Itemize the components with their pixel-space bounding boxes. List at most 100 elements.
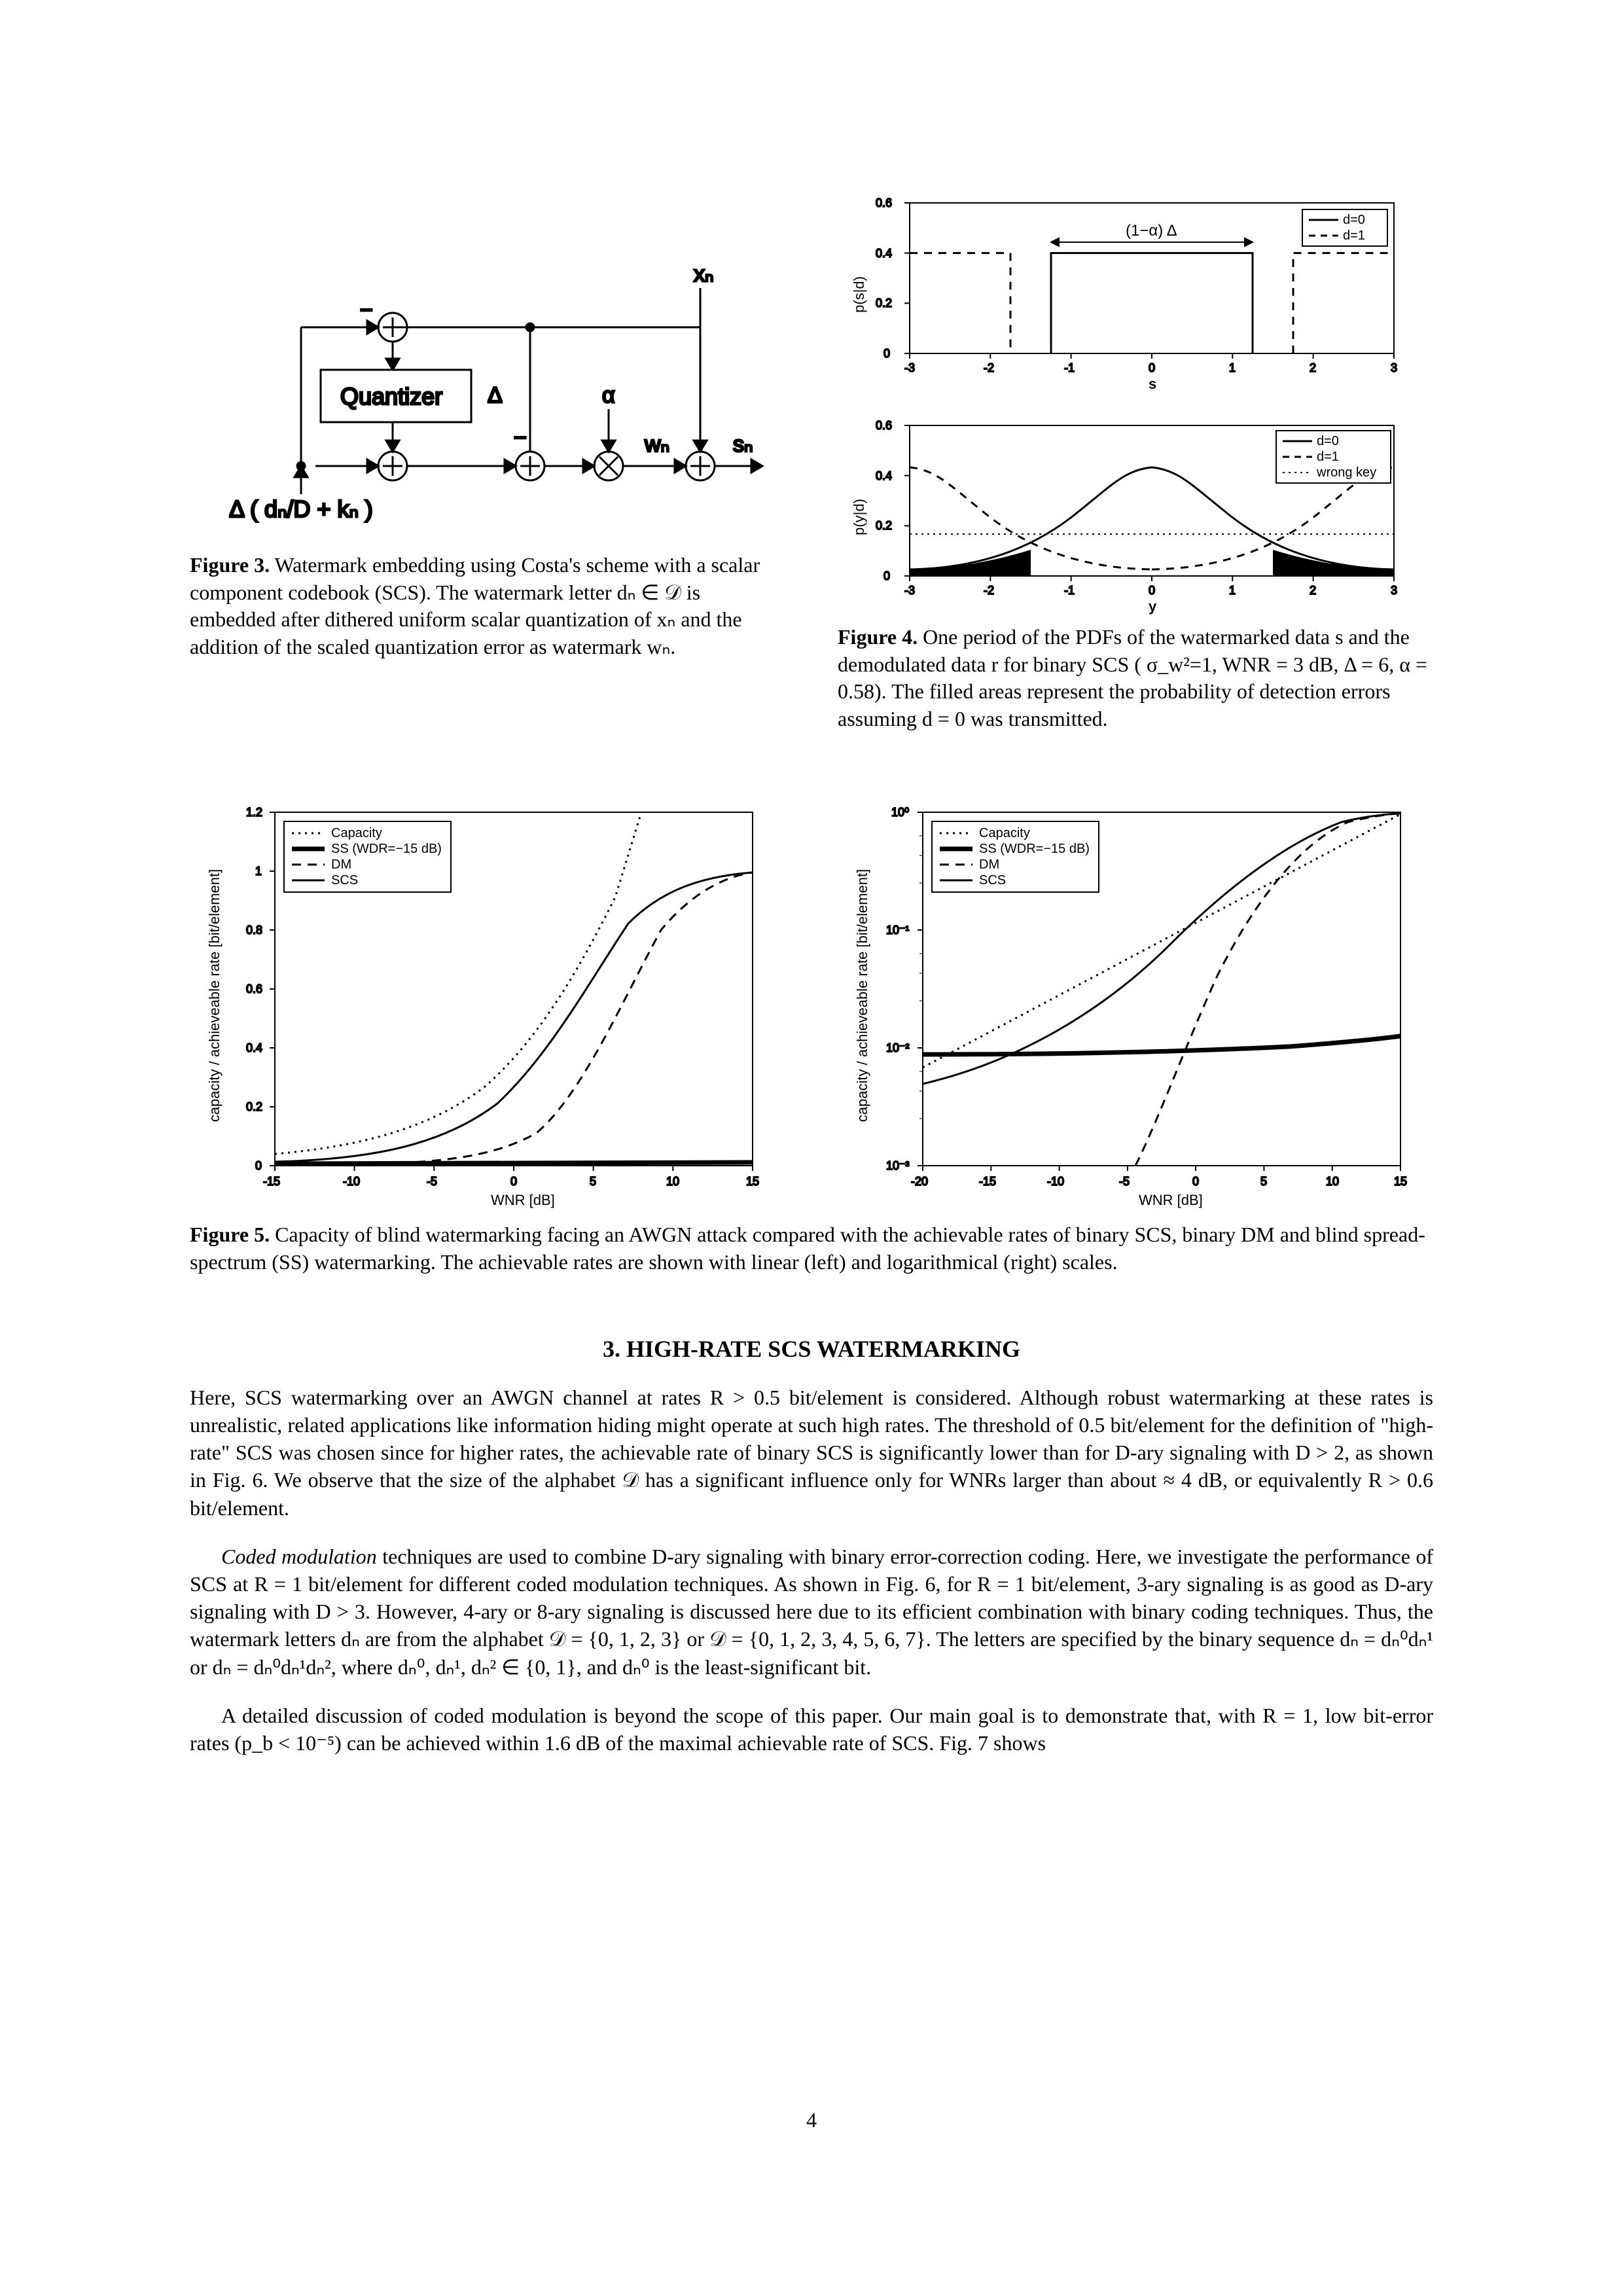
svg-text:-3: -3 <box>904 361 915 374</box>
svg-text:15: 15 <box>1394 1175 1407 1188</box>
fig4-legend-d1-a: d=1 <box>1343 228 1365 243</box>
svg-text:10⁻²: 10⁻² <box>886 1041 910 1054</box>
figure-3-caption-label: Figure 3. <box>190 553 270 577</box>
fig4-legend-d1-b: d=1 <box>1317 450 1339 464</box>
fig4-legend-wrong: wrong key <box>1316 465 1376 480</box>
label-alpha: α <box>602 383 615 408</box>
figure-5-caption-text: Capacity of blind watermarking facing an… <box>190 1223 1425 1274</box>
section-3-p2: Coded modulation techniques are used to … <box>190 1543 1433 1681</box>
fig5-right-ylabel: capacity / achieveable rate [bit/element… <box>854 869 870 1122</box>
svg-text:1.2: 1.2 <box>246 806 262 819</box>
figure-4-caption: Figure 4. One period of the PDFs of the … <box>838 624 1433 732</box>
figure-3-diagram: xₙ − Quantizer Δ <box>190 255 779 543</box>
svg-text:0: 0 <box>1149 584 1155 597</box>
fig5-leg-dm-l: DM <box>331 857 351 872</box>
svg-text:1: 1 <box>255 865 262 878</box>
svg-text:5: 5 <box>1260 1175 1267 1188</box>
svg-text:0.6: 0.6 <box>876 419 892 432</box>
figure-3-caption-text: Watermark embedding using Costa's scheme… <box>190 553 760 658</box>
svg-text:0.4: 0.4 <box>246 1041 262 1054</box>
svg-text:-1: -1 <box>1064 584 1075 597</box>
row-figs-3-4: xₙ − Quantizer Δ <box>190 183 1433 753</box>
svg-text:0.6: 0.6 <box>246 982 262 996</box>
svg-text:0.8: 0.8 <box>246 924 262 937</box>
fig5-left-xlabel: WNR [dB] <box>491 1192 555 1208</box>
svg-text:-1: -1 <box>1064 361 1075 374</box>
svg-text:-15: -15 <box>263 1175 280 1188</box>
svg-text:2: 2 <box>1310 584 1316 597</box>
svg-text:0: 0 <box>255 1159 262 1172</box>
figure-4-caption-label: Figure 4. <box>838 625 918 649</box>
fig5-leg-scs-l: SCS <box>331 873 358 888</box>
svg-text:-2: -2 <box>984 584 994 597</box>
svg-text:0: 0 <box>883 569 890 583</box>
svg-text:-15: -15 <box>979 1175 996 1188</box>
label-minus-2: − <box>514 425 527 450</box>
svg-text:10: 10 <box>1326 1175 1339 1188</box>
row-fig5: -15 -10 -5 0 5 10 15 0 0.2 0.4 0.6 <box>190 793 1433 1215</box>
fig4-legend-d0-a: d=0 <box>1343 213 1365 227</box>
svg-text:0: 0 <box>883 347 890 360</box>
figure-3-caption: Figure 3. Watermark embedding using Cost… <box>190 552 785 660</box>
svg-text:-5: -5 <box>1119 1175 1130 1188</box>
svg-text:10: 10 <box>666 1175 679 1188</box>
figure-4-column: -3 -2 -1 0 1 2 3 0 0.2 0.4 0.6 <box>838 183 1433 753</box>
fig5-left-ylabel: capacity / achieveable rate [bit/element… <box>206 869 223 1122</box>
figure-5-left-chart: -15 -10 -5 0 5 10 15 0 0.2 0.4 0.6 <box>190 793 779 1211</box>
svg-text:0: 0 <box>1192 1175 1199 1188</box>
label-sn: sₙ <box>733 432 753 457</box>
section-3-p3: A detailed discussion of coded modulatio… <box>190 1702 1433 1757</box>
svg-text:2: 2 <box>1310 361 1316 374</box>
fig5-leg-cap-l: Capacity <box>331 826 382 840</box>
fig5-leg-cap-r: Capacity <box>979 826 1030 840</box>
svg-text:0.2: 0.2 <box>876 296 892 310</box>
label-minus-top: − <box>360 298 373 323</box>
svg-text:3: 3 <box>1391 584 1397 597</box>
figure-4-caption-text: One period of the PDFs of the watermarke… <box>838 625 1427 730</box>
fig4-annotation: (1−α) Δ <box>1126 222 1177 240</box>
figure-5-left: -15 -10 -5 0 5 10 15 0 0.2 0.4 0.6 <box>190 793 785 1215</box>
fig5-leg-ss-l: SS (WDR=−15 dB) <box>331 842 442 856</box>
fig4-top-xlabel: s <box>1149 376 1156 392</box>
svg-text:10⁻³: 10⁻³ <box>886 1159 910 1172</box>
svg-text:0.4: 0.4 <box>876 247 892 260</box>
fig5-leg-scs-r: SCS <box>979 873 1006 888</box>
label-bottom: Δ ( dₙ/D + kₙ ) <box>229 495 373 522</box>
svg-text:-10: -10 <box>1047 1175 1064 1188</box>
label-wn: wₙ <box>644 432 669 457</box>
svg-text:1: 1 <box>1229 584 1236 597</box>
svg-text:-2: -2 <box>984 361 994 374</box>
svg-text:0.2: 0.2 <box>876 519 892 532</box>
fig4-bot-ylabel: p(y|d) <box>851 499 867 535</box>
svg-text:10⁰: 10⁰ <box>891 806 909 819</box>
svg-text:-20: -20 <box>911 1175 928 1188</box>
fig5-right-xlabel: WNR [dB] <box>1139 1192 1203 1208</box>
figure-5-right: -20 -15 -10 -5 0 5 10 15 10⁻³ 10⁻² 10⁻¹ <box>838 793 1433 1215</box>
svg-text:0.2: 0.2 <box>246 1100 262 1113</box>
svg-text:-10: -10 <box>343 1175 360 1188</box>
fig4-legend-d0-b: d=0 <box>1317 434 1339 448</box>
figure-5-caption-label: Figure 5. <box>190 1223 270 1246</box>
svg-text:0: 0 <box>510 1175 517 1188</box>
figure-5-caption: Figure 5. Capacity of blind watermarking… <box>190 1221 1433 1276</box>
svg-text:10⁻¹: 10⁻¹ <box>886 924 910 937</box>
svg-text:-3: -3 <box>904 584 915 597</box>
section-3-p3-text: A detailed discussion of coded modulatio… <box>190 1704 1433 1755</box>
svg-text:0.4: 0.4 <box>876 469 892 482</box>
fig5-leg-ss-r: SS (WDR=−15 dB) <box>979 842 1090 856</box>
figure-5-right-chart: -20 -15 -10 -5 0 5 10 15 10⁻³ 10⁻² 10⁻¹ <box>838 793 1427 1211</box>
svg-text:0.6: 0.6 <box>876 196 892 209</box>
label-xn: xₙ <box>694 262 714 287</box>
svg-text:-5: -5 <box>427 1175 437 1188</box>
figure-4-chart: -3 -2 -1 0 1 2 3 0 0.2 0.4 0.6 <box>838 183 1427 615</box>
svg-text:5: 5 <box>590 1175 596 1188</box>
figure-3-column: xₙ − Quantizer Δ <box>190 183 785 753</box>
svg-text:3: 3 <box>1391 361 1397 374</box>
svg-text:1: 1 <box>1229 361 1236 374</box>
label-quantizer: Quantizer <box>340 383 442 410</box>
svg-text:0: 0 <box>1149 361 1155 374</box>
fig4-bot-xlabel: y <box>1149 598 1157 615</box>
fig5-leg-dm-r: DM <box>979 857 999 872</box>
page-number: 4 <box>0 2108 1623 2132</box>
svg-text:15: 15 <box>746 1175 759 1188</box>
